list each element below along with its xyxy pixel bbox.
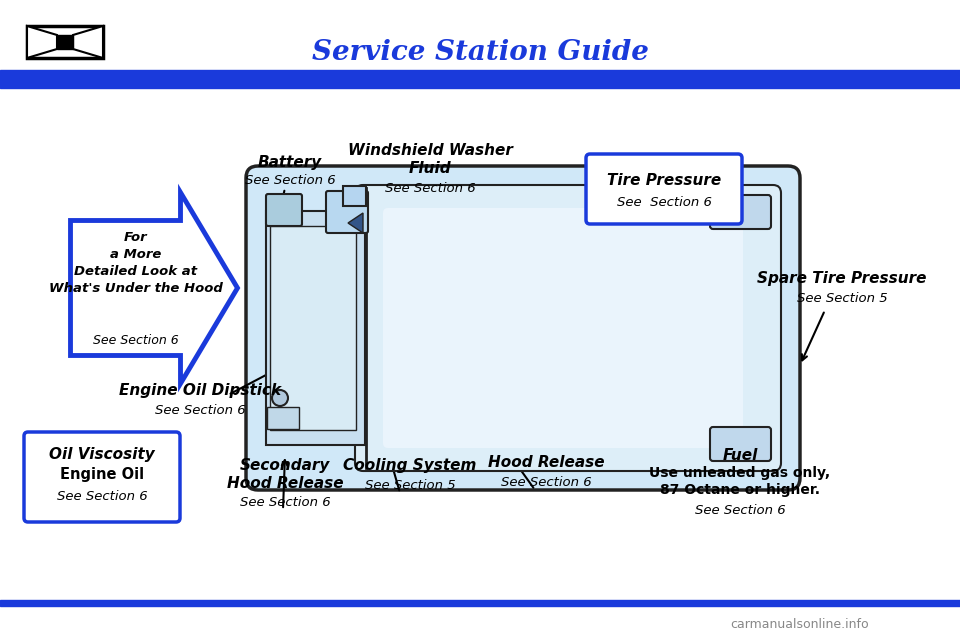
Text: Fluid: Fluid <box>409 160 451 176</box>
FancyBboxPatch shape <box>266 194 302 226</box>
Polygon shape <box>27 26 57 58</box>
FancyBboxPatch shape <box>326 191 368 233</box>
FancyBboxPatch shape <box>355 185 781 471</box>
Text: Service Station Guide: Service Station Guide <box>312 38 648 65</box>
Text: Spare Tire Pressure: Spare Tire Pressure <box>757 271 926 285</box>
Text: Use unleaded gas only,: Use unleaded gas only, <box>649 466 830 480</box>
Text: carmanualsonline.info: carmanualsonline.info <box>731 619 870 631</box>
Text: See  Section 6: See Section 6 <box>616 196 711 208</box>
Text: See Section 6: See Section 6 <box>245 174 335 187</box>
Text: 87 Octane or higher.: 87 Octane or higher. <box>660 483 820 497</box>
Text: See Section 5: See Section 5 <box>797 292 887 304</box>
Polygon shape <box>70 192 237 383</box>
FancyBboxPatch shape <box>383 208 743 448</box>
Text: See Section 6: See Section 6 <box>93 333 179 347</box>
FancyBboxPatch shape <box>270 226 356 430</box>
FancyBboxPatch shape <box>267 407 299 429</box>
Polygon shape <box>73 26 103 58</box>
Text: Hood Release: Hood Release <box>227 476 344 490</box>
Text: Secondary: Secondary <box>240 458 330 472</box>
Text: Cooling System: Cooling System <box>344 458 477 472</box>
Text: Engine Oil: Engine Oil <box>60 467 144 481</box>
Text: See Section 6: See Section 6 <box>57 490 147 503</box>
Text: Tire Pressure: Tire Pressure <box>607 172 721 188</box>
Polygon shape <box>348 213 363 233</box>
FancyBboxPatch shape <box>24 432 180 522</box>
Text: Oil Viscosity: Oil Viscosity <box>49 447 155 462</box>
Text: See Section 6: See Section 6 <box>695 503 785 517</box>
Text: Windshield Washer: Windshield Washer <box>348 142 513 158</box>
Polygon shape <box>343 186 366 206</box>
Text: See Section 6: See Section 6 <box>155 403 246 417</box>
FancyBboxPatch shape <box>266 211 365 445</box>
Text: Fuel: Fuel <box>722 447 757 463</box>
FancyBboxPatch shape <box>586 154 742 224</box>
Text: See Section 6: See Section 6 <box>240 495 330 508</box>
Text: Battery: Battery <box>258 154 323 169</box>
Bar <box>0 70 960 88</box>
Polygon shape <box>57 35 73 49</box>
FancyBboxPatch shape <box>246 166 800 490</box>
Bar <box>0 600 960 606</box>
Text: See Section 5: See Section 5 <box>365 478 455 492</box>
Text: For
a More
Detailed Look at
What's Under the Hood: For a More Detailed Look at What's Under… <box>49 231 223 295</box>
FancyBboxPatch shape <box>710 427 771 461</box>
Text: Hood Release: Hood Release <box>488 454 604 469</box>
Text: See Section 6: See Section 6 <box>501 476 591 488</box>
FancyBboxPatch shape <box>710 195 771 229</box>
Circle shape <box>272 390 288 406</box>
Text: Engine Oil Dipstick: Engine Oil Dipstick <box>119 383 281 397</box>
Text: See Section 6: See Section 6 <box>385 181 475 194</box>
